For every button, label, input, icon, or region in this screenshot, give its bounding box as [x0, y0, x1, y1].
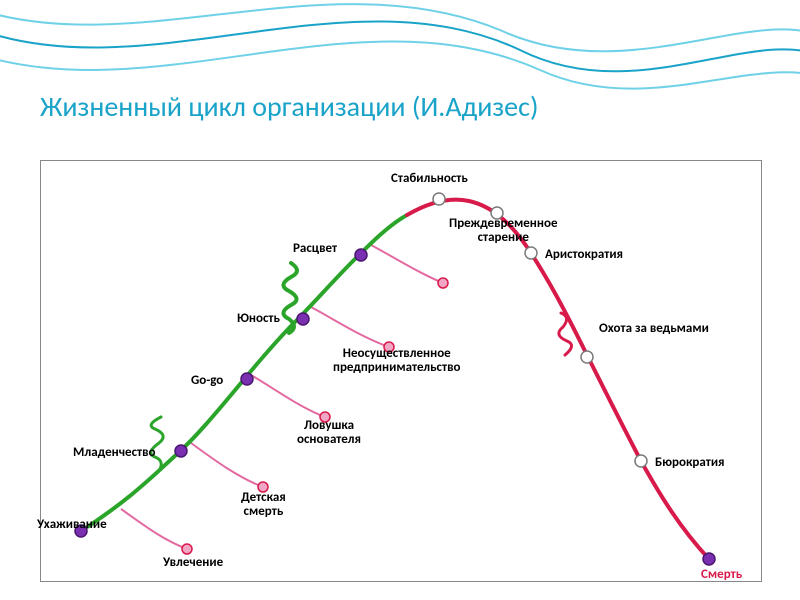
- label-byurokratia: Бюрократия: [655, 455, 725, 470]
- slide: Жизненный цикл организации (И.Адизес) Ух…: [0, 0, 800, 600]
- lifecycle-chart: Ухаживание Младенчество Go-go Юность Расцвет…: [40, 160, 762, 582]
- label-smert: Смерть: [701, 567, 742, 582]
- label-prezhdevrem: Преждевременноестарение: [449, 217, 558, 244]
- label-neosush: Неосуществленноепредпринимательство: [333, 347, 461, 374]
- label-rascvet: Расцвет: [293, 241, 337, 256]
- label-mladenchestvo: Младенчество: [73, 445, 156, 460]
- label-ukhazhivanie: Ухаживание: [37, 517, 107, 532]
- label-stabilnost: Стабильность: [391, 171, 468, 186]
- label-aristokratia: Аристократия: [545, 247, 623, 262]
- label-uvlechenie: Увлечение: [163, 555, 223, 570]
- label-yunost: Юность: [237, 311, 280, 326]
- label-detskaya_smert: Детскаясмерть: [241, 491, 286, 518]
- slide-title: Жизненный цикл организации (И.Адизес): [40, 90, 538, 124]
- label-gogo: Go-go: [191, 373, 223, 388]
- label-lovushka: Ловушкаоснователя: [297, 419, 361, 446]
- label-ohota: Охота за ведьмами: [599, 321, 709, 336]
